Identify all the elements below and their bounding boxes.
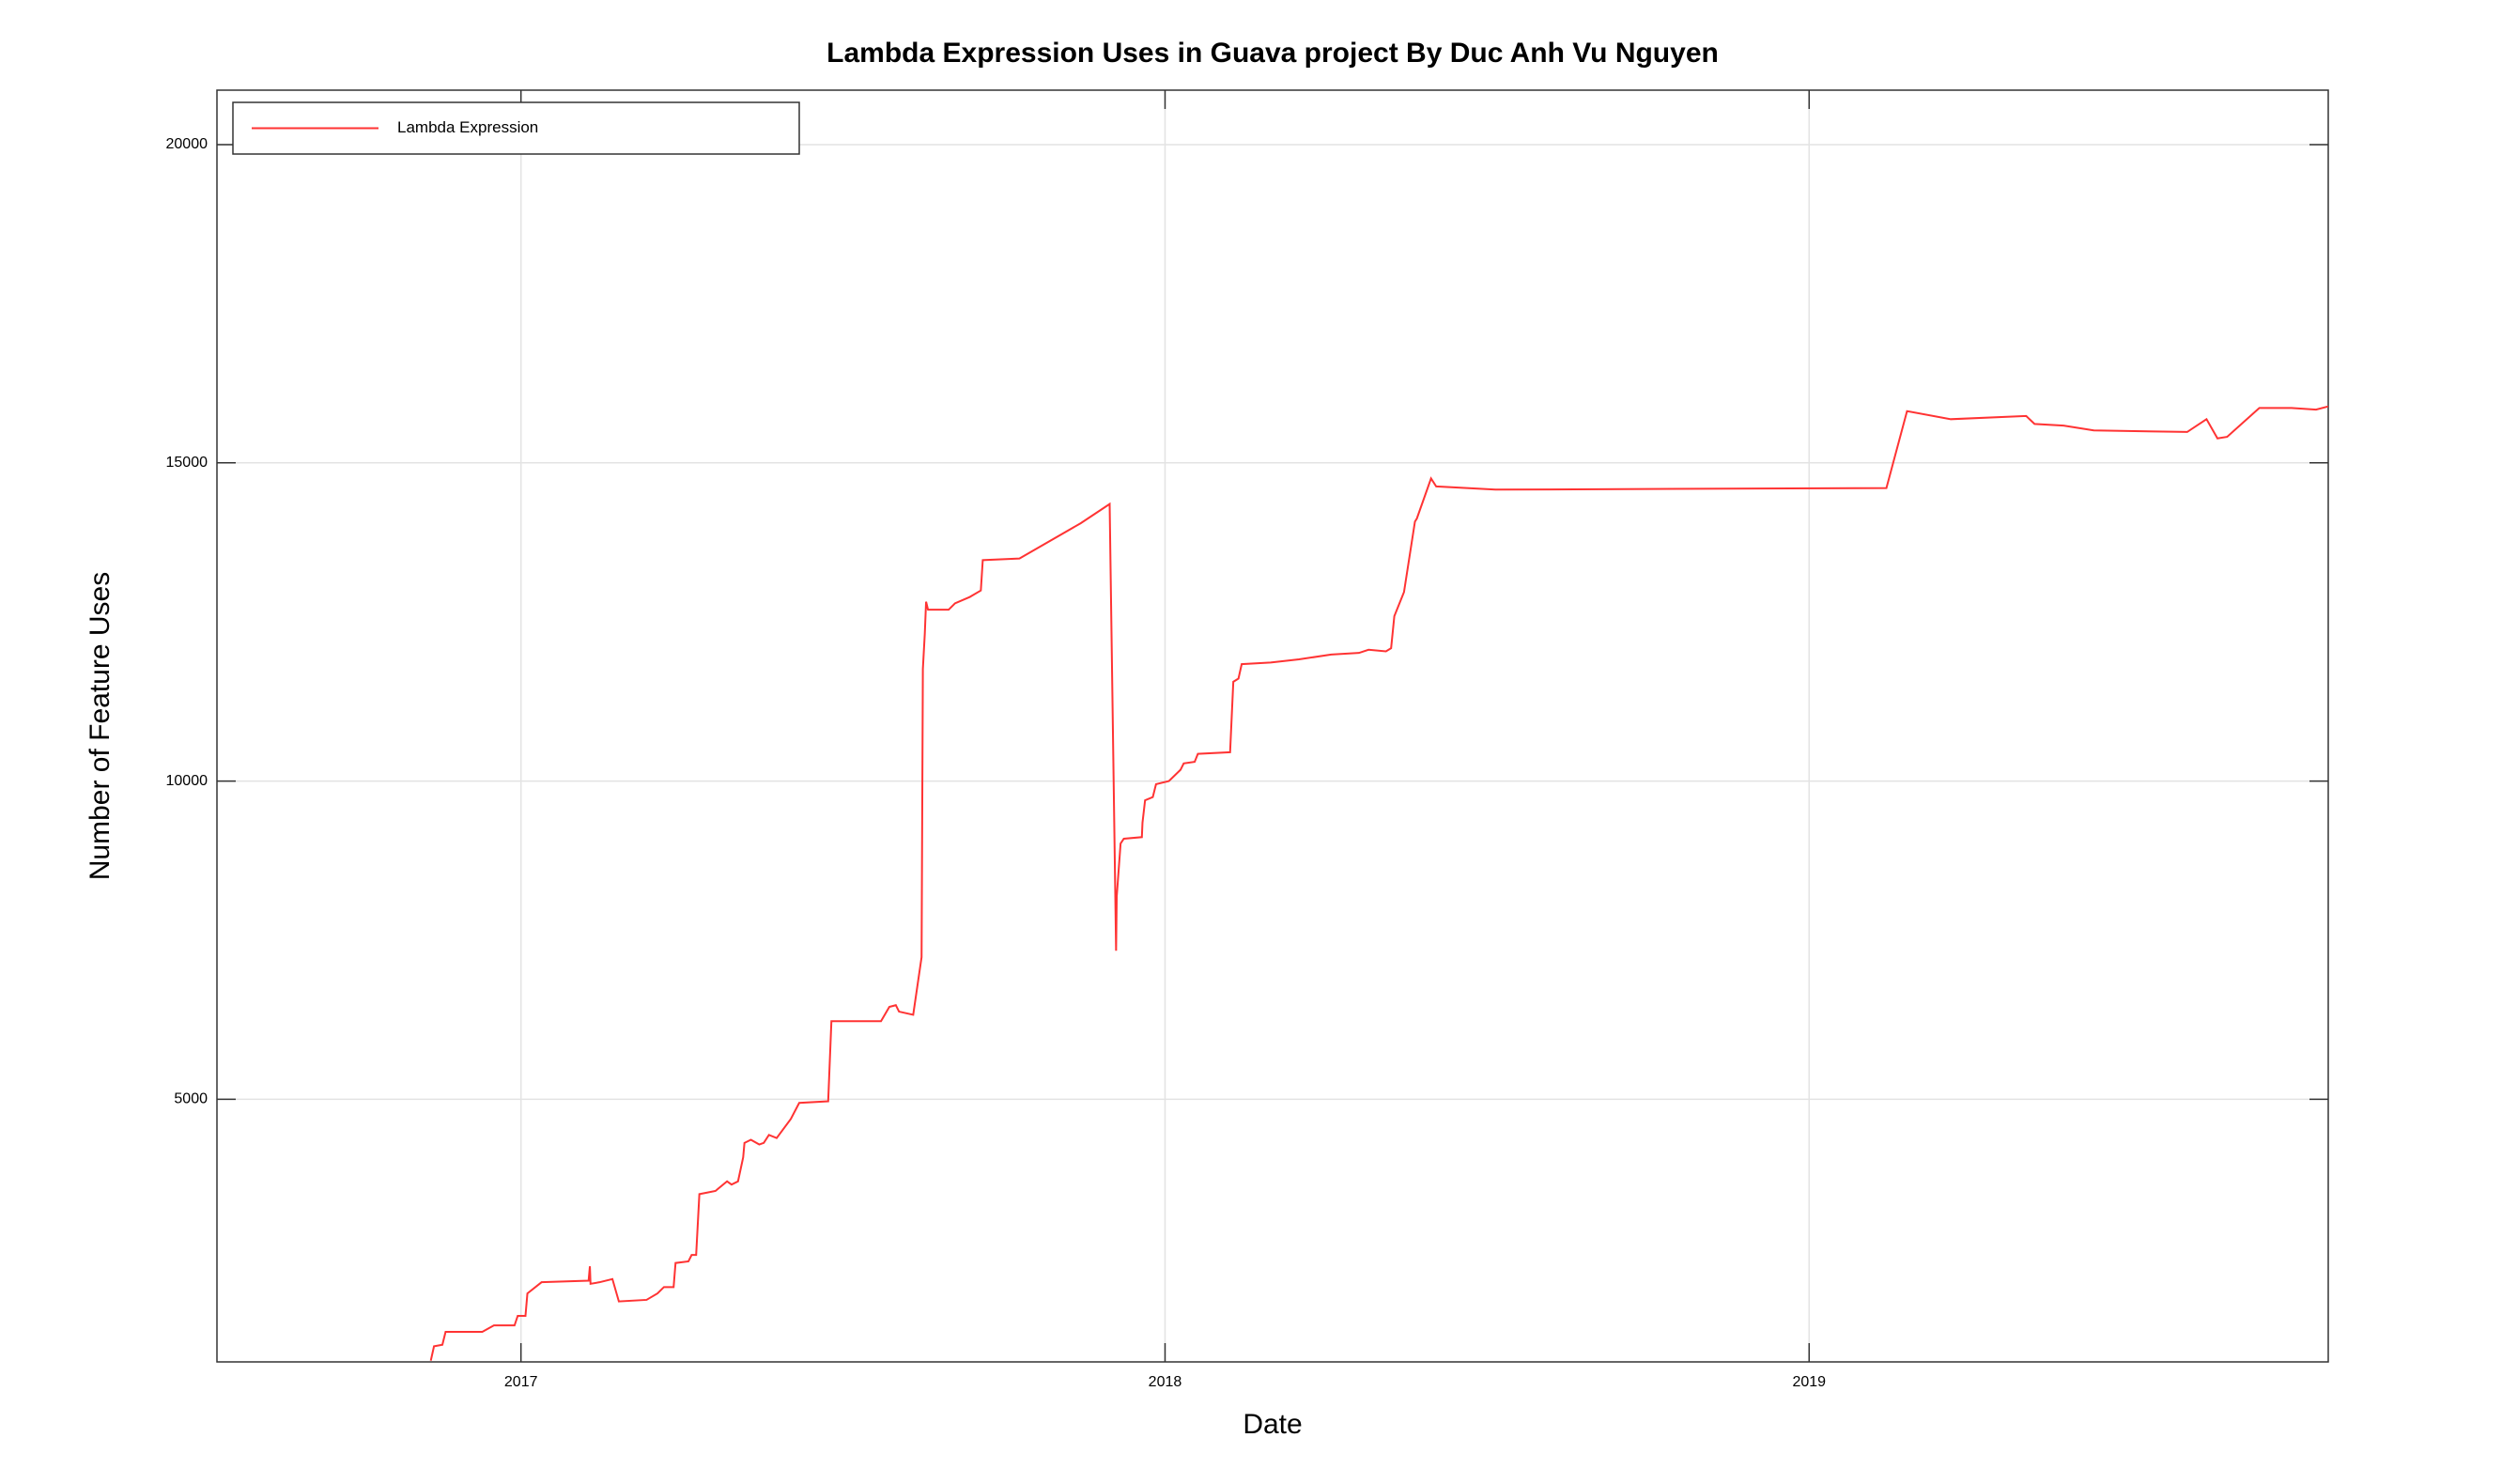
y-tick-label: 15000 [166,455,208,471]
x-tick-label: 2018 [1149,1374,1182,1390]
chart-title: Lambda Expression Uses in Guava project … [826,38,1719,69]
x-axis-label: Date [1243,1409,1302,1440]
y-axis-label: Number of Feature Uses [85,572,116,880]
x-tick-label: 2017 [504,1374,538,1390]
series-group [429,405,2328,1361]
y-tick-label: 5000 [174,1091,208,1107]
x-tick-label: 2019 [1792,1374,1826,1390]
plot-frame [216,89,2329,1363]
y-tick-label: 20000 [166,136,208,152]
legend-label: Lambda Expression [397,118,538,136]
y-tick-label: 10000 [166,773,208,789]
data-line [429,405,2328,1361]
